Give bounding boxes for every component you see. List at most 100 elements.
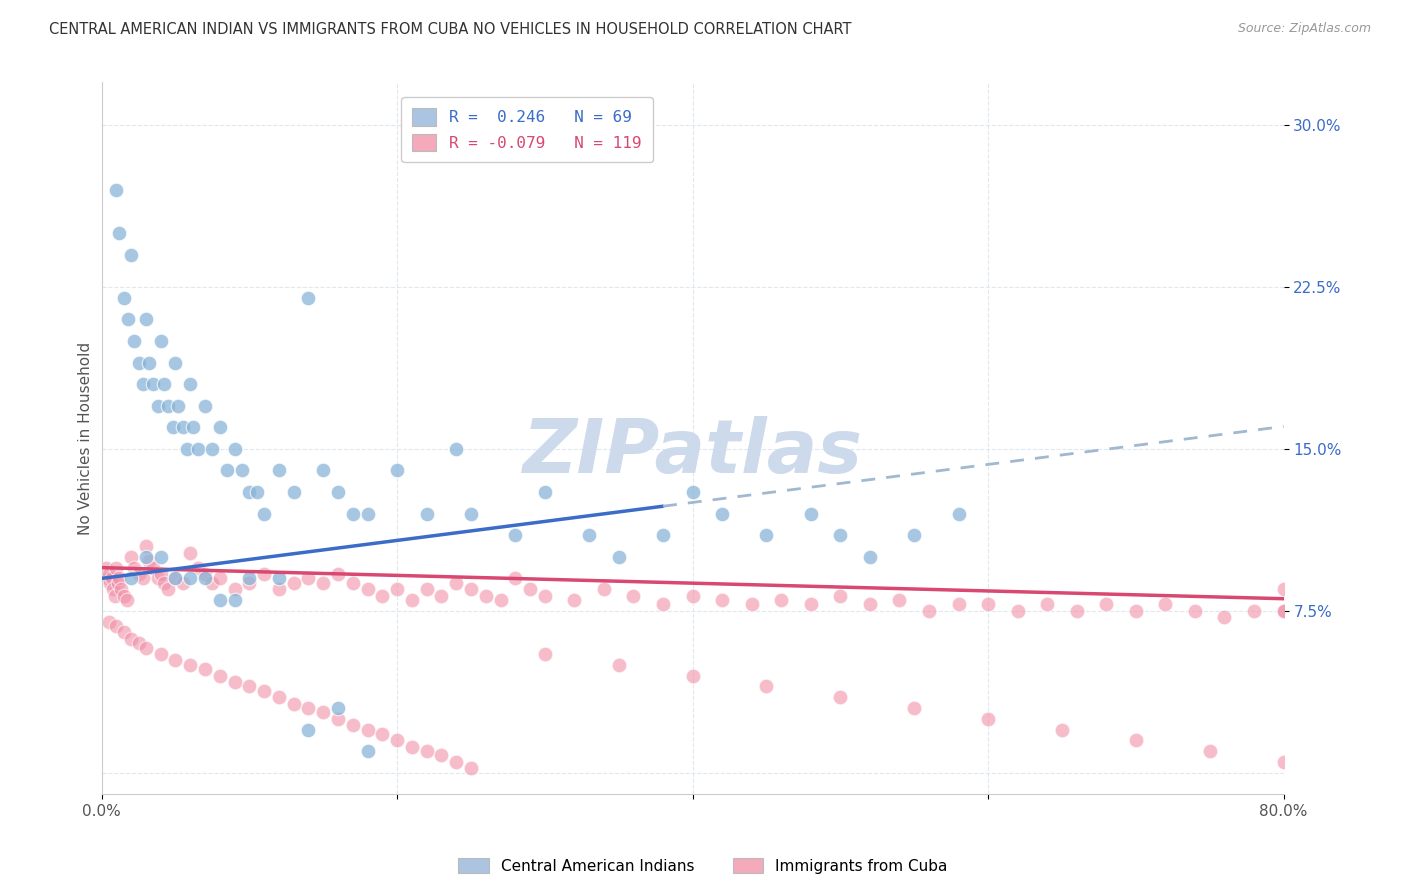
Point [297, 291, 319, 305]
Point [179, 545, 201, 559]
Legend: R =  0.246   N = 69, R = -0.079   N = 119: R = 0.246 N = 69, R = -0.079 N = 119 [401, 97, 652, 162]
Point [157, 399, 180, 413]
Point [460, 761, 482, 775]
Point [401, 739, 423, 754]
Point [889, 593, 911, 607]
Point [1243, 604, 1265, 618]
Point [96, 571, 118, 585]
Point [607, 549, 630, 564]
Point [741, 597, 763, 611]
Point [830, 589, 852, 603]
Point [1272, 604, 1295, 618]
Point [217, 463, 239, 477]
Point [120, 632, 142, 646]
Point [1066, 604, 1088, 618]
Point [165, 355, 187, 369]
Point [105, 183, 128, 197]
Point [977, 597, 1000, 611]
Point [356, 507, 378, 521]
Point [830, 528, 852, 542]
Point [208, 668, 231, 682]
Point [489, 593, 512, 607]
Point [117, 312, 139, 326]
Point [326, 701, 349, 715]
Point [1125, 733, 1147, 747]
Point [1050, 723, 1073, 737]
Point [342, 507, 364, 521]
Point [146, 571, 169, 585]
Point [534, 485, 557, 500]
Point [224, 442, 246, 456]
Point [415, 744, 437, 758]
Point [231, 463, 253, 477]
Point [157, 582, 180, 597]
Point [297, 571, 319, 585]
Point [194, 567, 217, 582]
Point [430, 748, 453, 763]
Point [94, 560, 117, 574]
Point [112, 291, 135, 305]
Point [1198, 744, 1220, 758]
Point [297, 701, 319, 715]
Point [142, 377, 165, 392]
Point [201, 575, 224, 590]
Point [1272, 755, 1295, 769]
Point [534, 647, 557, 661]
Point [138, 554, 160, 568]
Point [172, 575, 194, 590]
Point [267, 571, 290, 585]
Point [238, 485, 260, 500]
Point [101, 571, 124, 585]
Text: Source: ZipAtlas.com: Source: ZipAtlas.com [1237, 22, 1371, 36]
Point [128, 355, 150, 369]
Point [948, 597, 970, 611]
Point [224, 582, 246, 597]
Point [682, 589, 704, 603]
Point [135, 312, 157, 326]
Point [132, 377, 155, 392]
Point [1125, 604, 1147, 618]
Point [711, 507, 734, 521]
Point [176, 442, 198, 456]
Point [460, 507, 482, 521]
Point [326, 567, 349, 582]
Point [430, 589, 453, 603]
Point [149, 334, 172, 348]
Point [415, 507, 437, 521]
Point [371, 727, 394, 741]
Point [108, 226, 131, 240]
Point [135, 640, 157, 655]
Point [283, 697, 305, 711]
Point [977, 712, 1000, 726]
Point [100, 575, 122, 590]
Point [711, 593, 734, 607]
Point [120, 571, 142, 585]
Point [162, 420, 184, 434]
Point [167, 399, 190, 413]
Point [201, 442, 224, 456]
Point [593, 582, 616, 597]
Point [444, 442, 467, 456]
Point [267, 582, 290, 597]
Point [149, 567, 172, 582]
Point [98, 615, 121, 629]
Point [1184, 604, 1206, 618]
Point [519, 582, 541, 597]
Point [120, 247, 142, 261]
Point [224, 593, 246, 607]
Point [444, 575, 467, 590]
Point [326, 712, 349, 726]
Point [800, 597, 823, 611]
Point [312, 575, 335, 590]
Point [128, 567, 150, 582]
Point [238, 679, 260, 693]
Point [165, 571, 187, 585]
Point [623, 589, 645, 603]
Point [112, 625, 135, 640]
Point [112, 589, 135, 603]
Point [108, 571, 131, 585]
Point [948, 507, 970, 521]
Point [903, 528, 925, 542]
Point [179, 571, 201, 585]
Point [181, 420, 204, 434]
